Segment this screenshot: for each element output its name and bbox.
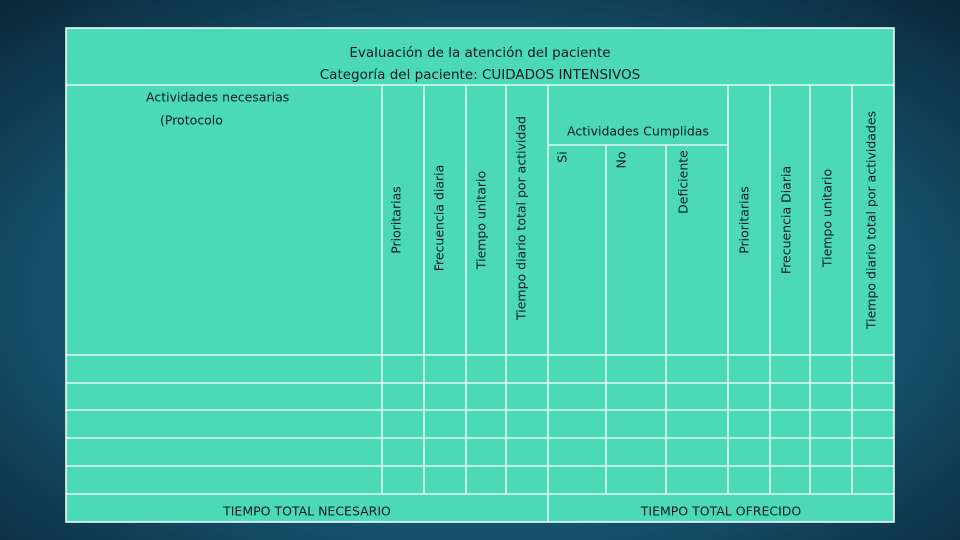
column-header: No (614, 152, 629, 169)
footer-label: TIEMPO TOTAL OFRECIDO (640, 504, 802, 519)
table-title: Evaluación de la atención del paciente (349, 45, 610, 61)
left-header: (Protocolo (160, 113, 223, 128)
column-header: Tiempo diario total por actividades (864, 111, 879, 330)
left-header: Actividades necesarias (146, 90, 289, 105)
column-header: Si (555, 151, 570, 162)
footer-label: TIEMPO TOTAL NECESARIO (222, 504, 391, 519)
table-grid (66, 84, 894, 522)
column-header: Tiempo diario total por actividad (514, 116, 529, 321)
column-header: Frecuencia diaria (432, 165, 447, 272)
table-subtitle: Categoría del paciente: CUIDADOS INTENSI… (320, 67, 641, 83)
column-header: Tiempo unitario (820, 169, 835, 268)
table-body (65, 27, 895, 523)
column-header: Prioritarias (737, 186, 752, 254)
column-header: Prioritarias (389, 186, 404, 254)
column-header: Deficiente (676, 150, 691, 214)
column-header: Tiempo unitario (474, 171, 489, 270)
column-header: Frecuencia Diaria (779, 166, 794, 274)
group-header: Actividades Cumplidas (567, 124, 709, 139)
